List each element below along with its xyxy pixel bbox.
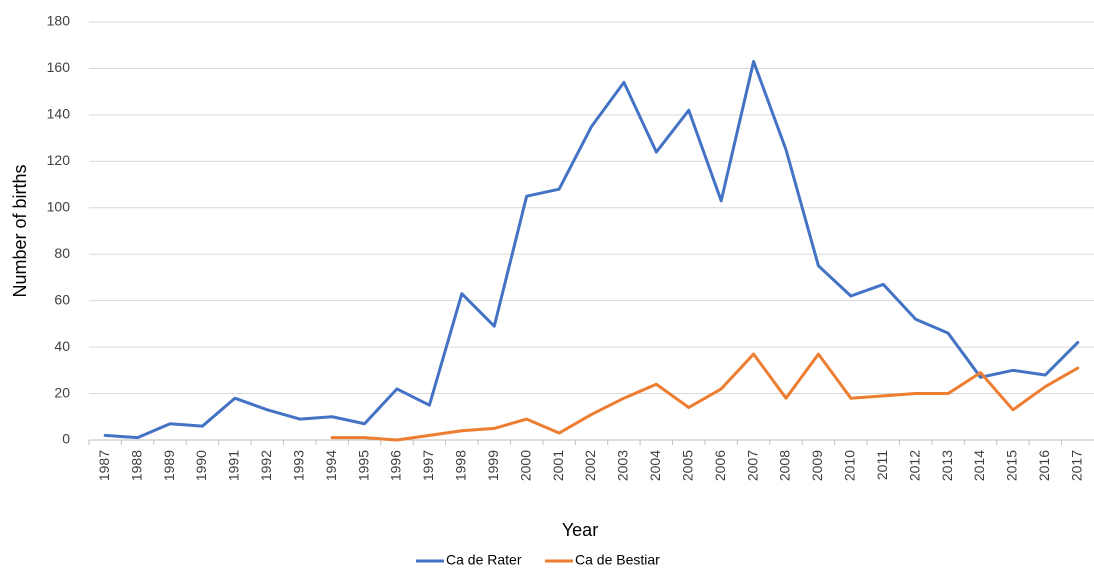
y-tick-label: 40 (54, 338, 70, 354)
x-tick-label: 2008 (777, 450, 793, 481)
series-line (103, 59, 1080, 440)
x-tick-label: 1999 (485, 450, 501, 481)
y-tick-label: 60 (54, 291, 70, 307)
x-tick-label: 1992 (258, 450, 274, 481)
x-tick-label: 1994 (323, 450, 339, 481)
x-tick-label: 1987 (96, 450, 112, 481)
y-tick-label: 160 (47, 59, 71, 75)
x-tick-label: 2002 (582, 450, 598, 481)
x-tick-label: 2013 (939, 450, 955, 481)
x-tick-label: 1993 (290, 450, 306, 481)
y-tick-label: 20 (54, 384, 70, 400)
x-tick-label: 2006 (712, 450, 728, 481)
x-tick-label: 2012 (906, 450, 922, 481)
x-tick-label: 1998 (453, 450, 469, 481)
legend-label: Ca de Rater (446, 552, 522, 568)
x-tick-label: 2004 (647, 450, 663, 481)
x-tick-label: 2009 (809, 450, 825, 481)
x-tick-label: 2011 (874, 450, 890, 480)
legend-label: Ca de Bestiar (575, 552, 660, 568)
x-tick-label: 1989 (161, 450, 177, 481)
x-tick-label: 1997 (420, 450, 436, 481)
x-tick-label: 2001 (550, 450, 566, 481)
x-axis-title: Year (562, 520, 598, 540)
x-tick-label: 1990 (193, 450, 209, 481)
x-tick-label: 1988 (128, 450, 144, 481)
y-axis-title: Number of births (10, 164, 30, 297)
y-tick-label: 0 (62, 431, 70, 447)
x-tick-label: 1991 (226, 450, 242, 481)
y-tick-label: 80 (54, 245, 70, 261)
x-tick-label: 2010 (842, 450, 858, 481)
x-tick-label: 1995 (355, 450, 371, 481)
x-tick-label: 1996 (388, 450, 404, 481)
x-tick-label: 2016 (1036, 450, 1052, 481)
x-tick-label: 2005 (679, 450, 695, 481)
x-tick-label: 2015 (1004, 450, 1020, 481)
x-tick-label: 2003 (615, 450, 631, 481)
x-tick-label: 2014 (971, 450, 987, 481)
x-tick-label: 2007 (744, 450, 760, 481)
series-line (330, 352, 1080, 442)
y-tick-label: 100 (47, 198, 71, 214)
y-tick-label: 180 (47, 13, 71, 29)
y-tick-label: 120 (47, 152, 71, 168)
x-tick-label: 2017 (1068, 450, 1084, 481)
y-tick-label: 140 (47, 106, 71, 122)
x-tick-label: 2000 (517, 450, 533, 481)
